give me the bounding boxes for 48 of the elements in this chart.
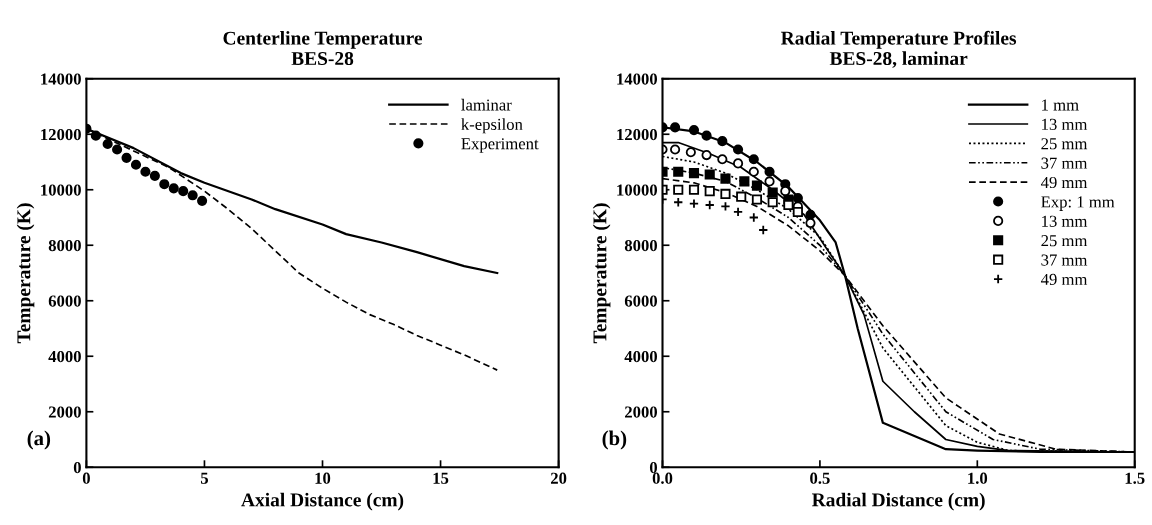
- x-tick-label: 1.5: [1125, 472, 1145, 484]
- chart-title: Centerline Temperature: [223, 31, 423, 49]
- y-axis-title: Temperature (K): [592, 203, 611, 344]
- legend-label: 13 mm: [1042, 118, 1088, 130]
- x-tick-label: 20: [550, 472, 567, 484]
- chart-subtitle: BES-28: [291, 51, 354, 66]
- legend-label: 1 mm: [1042, 99, 1079, 111]
- y-tick-label: 12000: [617, 128, 658, 141]
- y-tick-label: 6000: [624, 295, 658, 307]
- y-tick-label: 12000: [41, 128, 81, 141]
- y-tick-label: 6000: [48, 295, 81, 307]
- legend-label: Exp: 1 mm: [1041, 196, 1115, 211]
- x-tick-label: 0.5: [810, 472, 830, 484]
- text: (b): [602, 430, 627, 450]
- x-axis-title: Axial Distance (cm): [241, 492, 404, 511]
- legend-label: 37 mm: [1041, 254, 1088, 266]
- legend-label: laminar: [461, 98, 512, 111]
- legend-label: Experiment: [461, 138, 539, 153]
- y-tick-label: 10000: [41, 184, 81, 196]
- x-tick-label: 15: [433, 472, 449, 484]
- legend-label: 25 mm: [1041, 138, 1088, 150]
- x-tick-label: 10: [315, 472, 331, 484]
- legend-label: k-epsilon: [461, 118, 523, 134]
- legend-label: 49 mm: [1040, 176, 1088, 189]
- chart-title: Radial Temperature Profiles: [781, 30, 1017, 49]
- y-tick-label: 14000: [41, 73, 81, 85]
- y-tick-label: 8000: [48, 239, 81, 252]
- y-tick-label: 10000: [617, 184, 658, 196]
- legend-label: 25 mm: [1041, 235, 1088, 247]
- x-tick-label: 1.0: [968, 472, 988, 484]
- text: (a): [27, 430, 51, 450]
- x-tick-label: 0: [82, 472, 90, 484]
- legend-label: 49 mm: [1040, 273, 1088, 286]
- y-tick-label: 8000: [624, 239, 658, 252]
- y-tick-label: 2000: [48, 406, 81, 418]
- y-tick-label: 2000: [625, 406, 658, 418]
- x-axis-title: Radial Distance (cm): [812, 492, 985, 511]
- y-tick-label: 4000: [624, 350, 658, 363]
- legend-label: 13 mm: [1042, 215, 1088, 227]
- chart-subtitle: BES-28, laminar: [829, 51, 968, 68]
- x-tick-label: 0.0: [652, 472, 673, 484]
- y-tick-label: 0: [73, 461, 81, 474]
- y-tick-label: 0: [649, 461, 658, 474]
- legend-label: 37 mm: [1041, 157, 1088, 169]
- y-tick-label: 14000: [617, 73, 658, 85]
- x-tick-label: 5: [200, 472, 209, 484]
- y-tick-label: 4000: [48, 350, 81, 363]
- y-axis-title: Temperature (K): [16, 203, 35, 344]
